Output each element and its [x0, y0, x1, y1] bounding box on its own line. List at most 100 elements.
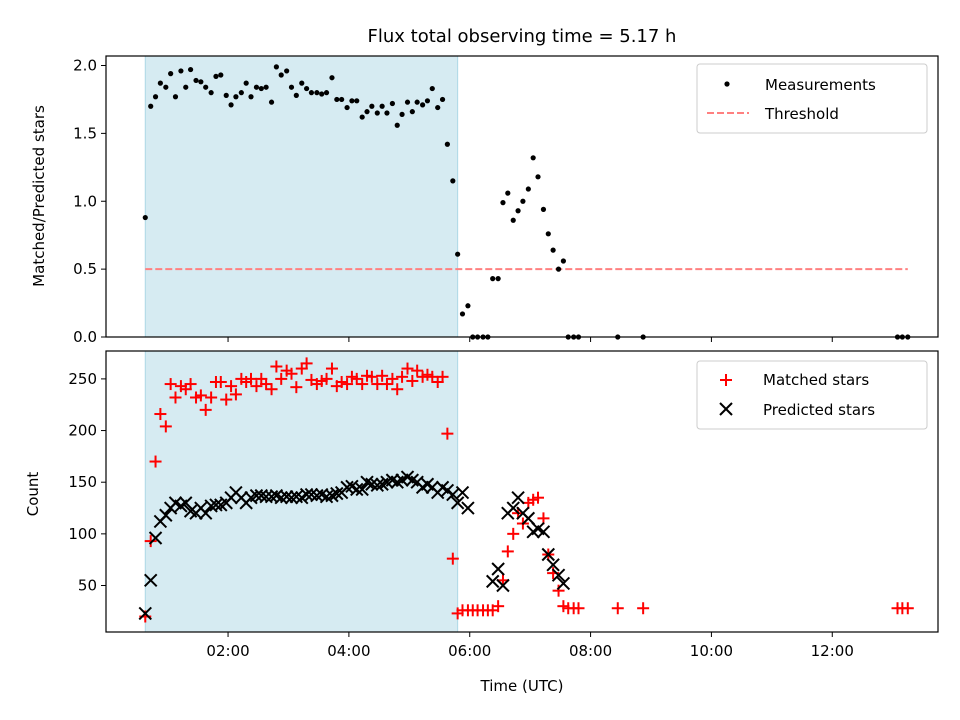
matched-star-point	[341, 378, 354, 391]
predicted-star-point	[551, 568, 566, 582]
matched-star-point	[391, 383, 404, 396]
measurement-point	[384, 110, 390, 116]
matched-star-point	[350, 372, 363, 385]
matched-star-point	[335, 375, 348, 388]
measurement-point	[389, 100, 395, 107]
matched-star-point	[220, 393, 233, 406]
y-axis-label: Count	[24, 472, 42, 517]
measurement-point	[314, 90, 320, 96]
predicted-star-point	[355, 482, 369, 497]
predicted-star-point	[556, 576, 571, 591]
predicted-star-point	[330, 486, 344, 501]
predicted-star-point	[274, 490, 288, 505]
y-axis-ticks: 0.0 0.5 1.0 1.5 2.0	[73, 57, 106, 346]
matched-star-point	[290, 381, 303, 394]
matched-star-point	[325, 362, 338, 375]
matched-star-point	[250, 380, 263, 393]
matched-stars-points	[139, 357, 914, 623]
measurement-point	[530, 155, 536, 161]
measurement-point	[354, 98, 360, 104]
measurement-point	[238, 90, 244, 96]
x-tick-label: 06:00	[448, 642, 491, 660]
predicted-star-point	[209, 498, 223, 512]
measurement-point	[535, 174, 541, 180]
measurement-point	[273, 64, 279, 70]
measurement-point	[505, 190, 511, 196]
measurement-point	[394, 122, 400, 128]
measurement-point	[299, 80, 305, 86]
measurement-point	[404, 99, 411, 105]
measurement-point	[444, 141, 450, 147]
x-tick-label: 04:00	[327, 642, 370, 660]
matched-star-point	[365, 370, 378, 383]
predicted-star-point	[179, 496, 193, 510]
measurement-point	[429, 85, 435, 92]
y-tick-label: 1.0	[73, 192, 97, 210]
measurement-point	[414, 99, 420, 105]
measurement-point	[515, 208, 521, 214]
x-tick-label: 08:00	[569, 642, 612, 660]
measurement-point	[520, 198, 526, 204]
matched-star-point	[154, 408, 167, 421]
matched-star-point	[275, 372, 288, 385]
measurement-point	[540, 206, 547, 212]
plot-frame	[105, 350, 939, 633]
measurement-point	[364, 109, 370, 115]
matched-star-point	[446, 552, 459, 565]
predicted-star-point	[506, 501, 520, 515]
measurement-point	[168, 71, 174, 77]
plot-frame	[105, 55, 939, 338]
predicted-star-point	[461, 501, 475, 515]
legend-label-matched: Matched stars	[763, 371, 869, 389]
y-axis-label: Matched/Predicted stars	[30, 105, 48, 287]
matched-star-point	[214, 375, 227, 388]
measurement-point	[268, 99, 275, 105]
legend-label-threshold: Threshold	[764, 105, 839, 123]
measurement-point	[148, 103, 154, 109]
y-tick-label: 0.5	[73, 260, 97, 278]
measurement-point	[152, 94, 159, 100]
measurement-point	[157, 80, 163, 86]
y-tick-label: 2.0	[73, 57, 97, 75]
measurement-point	[545, 231, 551, 237]
predicted-star-point	[284, 490, 299, 505]
predicted-star-point	[144, 573, 158, 588]
legend-marker-predicted	[719, 402, 733, 416]
y-tick-label: 1.5	[73, 124, 97, 142]
matched-star-point	[401, 362, 414, 375]
x-axis-ticks: 02:00 04:00 06:00 08:00 10:00 12:00	[206, 632, 854, 660]
matched-star-point	[376, 369, 389, 382]
x-tick-label: 02:00	[206, 642, 249, 660]
measurement-point	[263, 84, 269, 90]
measurement-point	[500, 200, 506, 206]
legend-label-predicted: Predicted stars	[763, 401, 875, 419]
matched-star-point	[572, 602, 585, 615]
predicted-star-point	[319, 489, 334, 504]
predicted-star-point	[289, 489, 304, 504]
measurement-point	[319, 91, 325, 97]
measurement-point	[409, 109, 415, 115]
legend-marker-matched	[720, 374, 732, 386]
matched-star-point	[199, 403, 212, 416]
measurement-point	[555, 266, 562, 272]
legend: Matched stars Predicted stars	[696, 360, 928, 430]
legend-box	[696, 360, 928, 430]
matched-star-point	[149, 455, 162, 468]
measurement-point	[187, 66, 194, 73]
predicted-star-point	[279, 489, 294, 504]
matched-star-point	[532, 491, 545, 504]
y-tick-label: 50	[78, 577, 97, 595]
matched-star-point	[225, 380, 238, 393]
predicted-star-point	[365, 477, 379, 491]
measurement-point	[233, 94, 239, 100]
measurement-point	[459, 311, 466, 317]
measurement-point	[349, 98, 355, 104]
measurement-point	[293, 92, 299, 98]
measurement-point	[495, 276, 501, 282]
measurement-point	[344, 104, 350, 111]
matched-star-point	[396, 370, 409, 383]
measurement-point	[288, 84, 295, 90]
measurement-point	[439, 96, 446, 103]
y-tick-label: 250	[68, 370, 97, 388]
measurement-point	[339, 96, 345, 103]
